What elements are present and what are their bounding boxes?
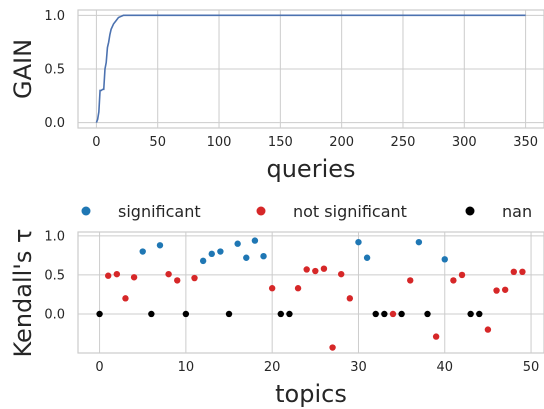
nan-point [424,310,431,318]
gain-x-tick-label: 50 [149,135,166,150]
not-significant-point [519,268,526,276]
not-significant-point [501,286,509,293]
significant-point [415,238,423,246]
kendall-x-tick-label: 20 [264,360,281,375]
significant-point [208,250,215,258]
significant-point [260,253,267,260]
gain-x-ticks: 0 50 100 150 200 250 300 350 [92,135,538,150]
kendall-x-tick-label: 50 [523,360,540,375]
legend-label-significant: significant [118,202,201,221]
kendall-x-tick-label: 30 [350,360,367,375]
legend: significant not significant nan [81,202,532,221]
kendall-y-ticks: 0.0 0.5 1.0 [44,229,65,322]
significant-point [243,254,250,261]
significant-point [355,238,362,246]
kendall-y-tick-label: 1.0 [44,229,65,244]
nan-point [467,310,474,318]
gain-y-ticks: 0.0 0.5 1.0 [44,9,65,131]
nan-point [372,310,379,318]
legend-marker-significant [81,206,91,216]
kendall-y-tick-label: 0.5 [44,268,65,283]
not-significant-point [346,295,354,302]
not-significant-point [113,270,121,278]
significant-point [363,254,371,261]
not-significant-point [450,277,457,284]
kendall-x-label: topics [275,380,347,408]
gain-x-tick-label: 300 [452,135,477,150]
gain-plot: 0 50 100 150 200 250 300 350 0.00.51.0 queries … [9,9,544,183]
gain-x-tick-label: 0 [92,135,100,150]
nan-point [398,310,405,318]
nan-point [96,310,103,318]
not-significant-point [105,272,112,279]
not-significant-point [338,270,345,278]
kendall-y-tick-label: 0.0 [44,307,65,322]
not-significant-point [329,344,336,351]
kendall-x-tick-label: 40 [436,360,453,375]
gain-grid [78,10,544,128]
significant-point [217,248,224,255]
not-significant-point [510,268,517,276]
significant-point [156,242,164,249]
gain-y-tick-label: 0.5 [44,63,65,78]
kendall-x-tick-label: 10 [178,360,195,375]
kendall-y-label: Kendall's τ [9,229,37,358]
legend-marker-not-significant [256,206,266,216]
gain-y-tick-label: 0.0 [44,116,65,131]
not-significant-point [389,310,397,318]
not-significant-point [294,285,302,292]
not-significant-point [407,277,414,284]
significant-point [441,256,448,263]
not-significant-point [191,274,198,282]
gain-x-tick-label: 100 [207,135,232,150]
kendall-plot-frame [77,231,544,354]
gain-y-label: GAIN [9,39,37,99]
legend-marker-nan [465,206,475,216]
nan-point [476,310,483,318]
significant-point [234,240,241,247]
significant-point [199,257,207,265]
gain-x-tick-label: 250 [391,135,416,150]
gain-y-tick-label: 1.0 [44,9,65,24]
nan-point [148,310,155,318]
not-significant-point [174,277,181,284]
kendall-x-tick-label: 0 [95,360,103,375]
legend-label-nan: nan [502,202,532,221]
kendall-grid [78,232,544,353]
nan-point [286,310,293,318]
gain-line [95,14,526,123]
not-significant-point [458,271,466,279]
significant-point [251,237,259,244]
kendall-plot: 0 10 20 30 40 50 0.0 0.5 1.0 topics Kendall's τ [9,229,544,408]
nan-point [182,310,190,318]
not-significant-point [122,295,129,302]
not-significant-point [320,265,328,272]
kendall-points [96,237,526,351]
not-significant-point [303,266,310,273]
not-significant-point [432,333,440,340]
nan-point [277,310,284,318]
significant-point [139,248,146,255]
nan-point [225,310,233,318]
nan-point [381,310,388,318]
gain-plot-frame [77,9,544,129]
kendall-x-ticks: 0 10 20 30 40 50 [95,360,539,375]
not-significant-point [130,274,138,281]
not-significant-point [493,287,500,294]
gain-x-label: queries [266,155,355,183]
not-significant-point [165,270,172,278]
legend-label-not-significant: not significant [293,202,407,221]
not-significant-point [268,285,276,292]
gain-x-tick-label: 200 [329,135,354,150]
not-significant-point [484,326,492,333]
not-significant-point [312,267,319,275]
gain-x-tick-label: 350 [513,135,538,150]
gain-x-tick-label: 150 [268,135,293,150]
